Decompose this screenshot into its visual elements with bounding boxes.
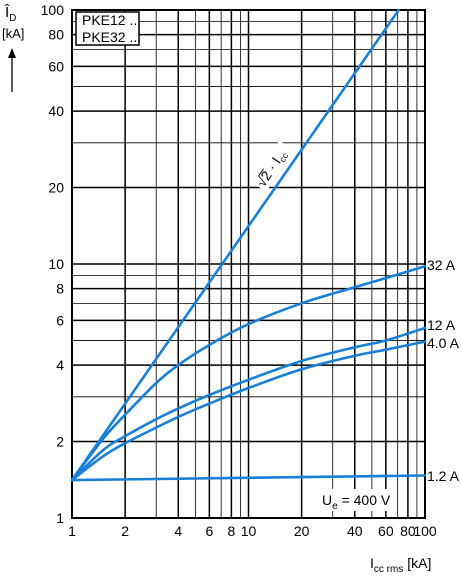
device-box-line-1: PKE12 ...: [82, 12, 141, 28]
series-label-12a: 12 A: [427, 317, 456, 333]
y-tick-label: 80: [48, 27, 64, 43]
series-label-32a: 32 A: [427, 257, 456, 273]
series-line-32-a: [70, 264, 427, 482]
y-axis-arrow-head: [8, 48, 16, 58]
series-line-1-2-a: [70, 474, 427, 482]
voltage-condition: Ue = 400 V: [318, 489, 396, 512]
x-axis-label: Icc rms [kA]: [370, 555, 431, 575]
y-tick-label: 4: [56, 357, 64, 373]
y-tick-label: 20: [48, 180, 64, 196]
voltage-condition-bg: [318, 489, 396, 511]
x-tick-label: 1: [68, 523, 76, 539]
x-tick-label: 40: [347, 523, 363, 539]
x-tick-label: 60: [378, 523, 394, 539]
y-axis-label: ÎD [kA]: [2, 4, 24, 92]
device-box-line-2: PKE32 ...: [82, 29, 141, 45]
device-box: PKE12 ... PKE32 ...: [75, 11, 141, 46]
x-tick-label: 8: [227, 523, 235, 539]
y-tick-label: 1: [56, 510, 64, 526]
y-axis-label-main: ÎD: [4, 4, 16, 24]
x-tick-label: 100: [413, 523, 437, 539]
y-axis-label-unit: [kA]: [2, 26, 24, 41]
y-tick-label: 2: [56, 434, 64, 450]
y-tick-label: 60: [48, 58, 64, 74]
x-tick-label: 10: [241, 523, 257, 539]
x-tick-label: 4: [174, 523, 182, 539]
x-tick-label: 80: [400, 523, 416, 539]
y-tick-label: 6: [56, 312, 64, 328]
series-label-1-2a: 1.2 A: [427, 468, 460, 484]
x-tick-label: 6: [205, 523, 213, 539]
y-tick-label: 10: [48, 256, 64, 272]
sqrt2-line-label-text: √2 · Icc: [253, 146, 291, 190]
series-line-sqrt2-icc: [70, 8, 400, 482]
y-tick-label: 40: [48, 103, 64, 119]
x-tick-label: 2: [121, 523, 129, 539]
series-label-4a: 4.0 A: [427, 335, 460, 351]
sqrt2-overbar: [258, 168, 264, 177]
sqrt2-line-label: √2 · Icc: [252, 140, 294, 192]
series-line-12-a: [70, 326, 427, 482]
device-box-bg: [75, 11, 140, 46]
grid: [71, 9, 426, 519]
series-line-4-0-a: [70, 340, 427, 482]
series-lines: [70, 8, 427, 482]
y-tick-label: 8: [56, 281, 64, 297]
y-tick-label: 100: [41, 2, 65, 18]
sqrt2-line-label-bg: [252, 140, 294, 192]
x-tick-label: 20: [294, 523, 310, 539]
voltage-condition-label: Ue = 400 V: [322, 492, 391, 512]
